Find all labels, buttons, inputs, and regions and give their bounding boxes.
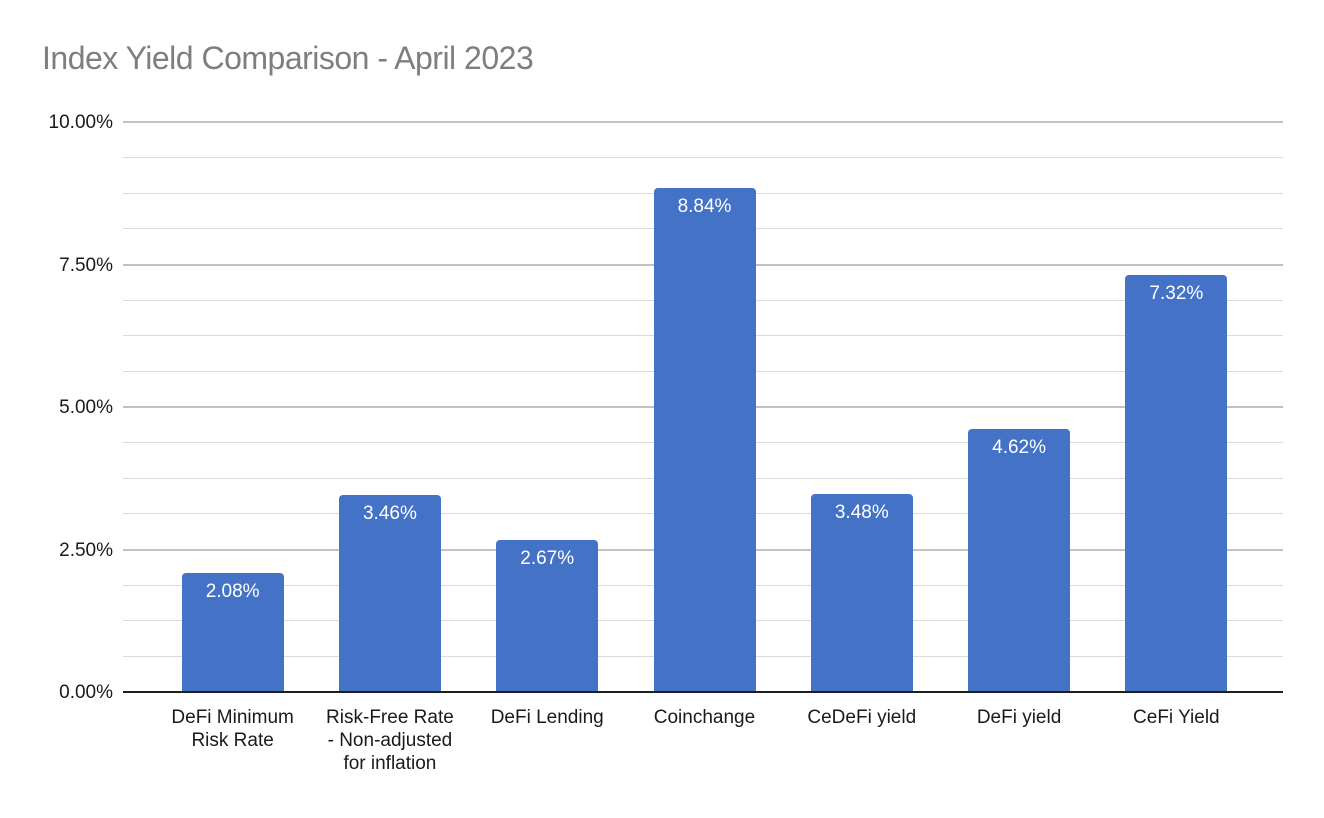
x-category-label: Coinchange <box>653 707 756 728</box>
bar-value-label: 3.46% <box>362 503 417 524</box>
bar-value-label: 4.62% <box>992 437 1046 458</box>
y-tick-label: 0.00% <box>59 682 113 703</box>
x-category-label: CeFi Yield <box>1133 707 1220 728</box>
gridline-major <box>123 121 1283 123</box>
x-category-label: Risk-Free Rate - Non-adjusted for inflat… <box>326 707 454 774</box>
x-category-label: DeFi Lending <box>490 707 604 728</box>
bar: 3.48% <box>810 494 913 692</box>
bar-value-label: 8.84% <box>677 196 732 217</box>
y-axis: 0.00% 2.50% 5.00% 7.50% 10.00% <box>0 112 113 703</box>
x-axis-line <box>123 691 1283 693</box>
bar-value-label: 3.48% <box>834 502 889 523</box>
bar-value-label: 7.32% <box>1149 283 1204 304</box>
gridline-minor <box>123 157 1283 159</box>
bar: 4.62% <box>968 429 1071 692</box>
bar-value-label: 2.08% <box>205 581 260 602</box>
bar: 7.32% <box>1125 275 1228 692</box>
y-tick-label: 10.00% <box>48 112 113 133</box>
x-axis: DeFi Minimum Risk Rate Risk-Free Rate - N… <box>123 706 1283 796</box>
x-category-label: DeFi Minimum Risk Rate <box>171 707 294 751</box>
y-tick-label: 2.50% <box>59 539 113 561</box>
bar: 8.84% <box>653 188 756 692</box>
bar: 2.08% <box>181 573 284 692</box>
x-category-label: CeDeFi yield <box>807 707 917 728</box>
bar: 2.67% <box>496 540 599 692</box>
plot-area: 2.08% 3.46% 2.67% 8.84% 3.48% 4.62% 7.32% <box>123 121 1283 693</box>
y-tick-label: 5.00% <box>59 397 113 418</box>
bar: 3.46% <box>338 495 441 692</box>
bar-value-label: 2.67% <box>520 548 575 569</box>
y-tick-label: 7.50% <box>59 254 113 276</box>
chart-title: Index Yield Comparison - April 2023 <box>42 40 534 76</box>
x-category-label: DeFi yield <box>976 707 1062 728</box>
